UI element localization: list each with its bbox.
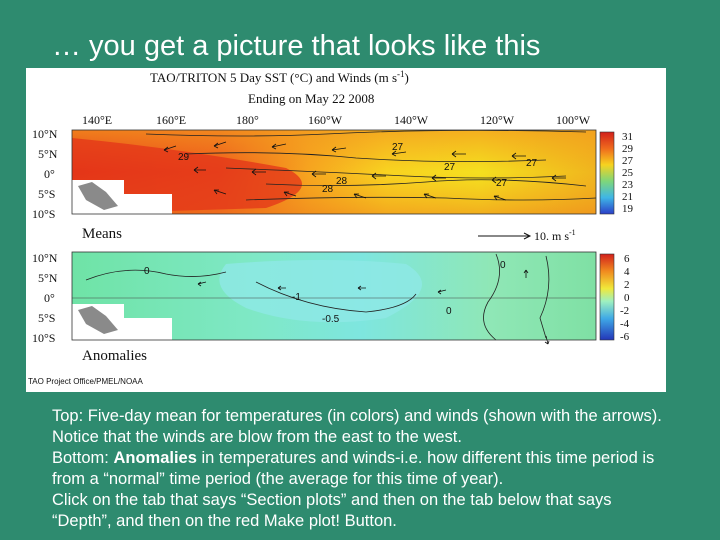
caption-bottom-rest: in temperatures and winds-i.e. how diffe… xyxy=(52,449,655,488)
caption-bottom-description: Bottom: Anomalies in temperatures and wi… xyxy=(52,448,672,490)
lat-label: 0° xyxy=(44,291,55,305)
contour-label: -0.5 xyxy=(322,314,340,325)
caption-anomalies-term: Anomalies xyxy=(113,449,197,467)
figure-credit: TAO Project Office/PMEL/NOAA xyxy=(28,377,144,386)
anomalies-latitude-labels: 10°N 5°N 0° 5°S 10°S xyxy=(32,251,58,345)
colorbar-tick: 27 xyxy=(622,155,634,167)
colorbar-tick: 21 xyxy=(622,191,633,203)
anomalies-contours xyxy=(85,253,550,341)
colorbar-tick: 23 xyxy=(622,179,634,191)
contour-label: 28 xyxy=(336,176,348,187)
lon-label: 100°W xyxy=(556,113,591,127)
lat-label: 10°S xyxy=(32,207,55,221)
means-colorbar xyxy=(599,131,615,215)
lon-label: 120°W xyxy=(480,113,515,127)
lat-label: 10°N xyxy=(32,251,58,265)
wind-scale: 10. m s-1 xyxy=(478,228,576,243)
slide-title: … you get a picture that looks like this xyxy=(52,30,541,62)
anomalies-label: Anomalies xyxy=(82,348,147,364)
anomalies-colorbar-ticks: 6 4 2 0 -2 -4 -6 xyxy=(620,253,630,343)
colorbar-tick: 19 xyxy=(622,203,634,215)
means-panel: 29 27 27 27 28 28 27 10°N 5°N 0° 5°S 10°… xyxy=(32,127,634,221)
colorbar-tick: 25 xyxy=(622,167,634,179)
wind-scale-label: 10. m s-1 xyxy=(534,228,576,243)
contour-label: 29 xyxy=(178,152,190,163)
lat-label: 5°N xyxy=(38,271,58,285)
contour-label: 0 xyxy=(446,306,452,317)
colorbar-tick: 29 xyxy=(622,143,634,155)
colorbar-tick: -2 xyxy=(620,305,629,317)
colorbar-tick: 4 xyxy=(624,266,630,278)
caption-top-description: Top: Five-day mean for temperatures (in … xyxy=(52,407,662,446)
means-wind-arrows xyxy=(163,141,566,201)
means-colorbar-ticks: 31 29 27 25 23 21 19 xyxy=(622,131,634,215)
contour-label: 0 xyxy=(500,260,506,271)
contour-label: 0 xyxy=(144,266,150,277)
contour-label: 27 xyxy=(392,142,404,153)
figure-canvas: TAO/TRITON 5 Day SST (°C) and Winds (m s… xyxy=(28,69,634,386)
caption-bottom-prefix: Bottom: xyxy=(52,449,114,467)
lat-label: 5°S xyxy=(38,311,55,325)
lat-label: 5°N xyxy=(38,147,58,161)
lat-label: 10°S xyxy=(32,331,55,345)
anomaly-wind-arrows xyxy=(197,269,550,345)
colorbar-tick: -6 xyxy=(620,331,630,343)
figure-title-line2: Ending on May 22 2008 xyxy=(248,91,374,106)
anomalies-panel: 0 -1 -0.5 0 0 10°N 5°N 0° 5°S 10°S 6 4 2… xyxy=(32,251,630,345)
contour-label: 28 xyxy=(322,184,334,195)
colorbar-tick: 31 xyxy=(622,131,633,143)
means-label: Means xyxy=(82,226,122,242)
colorbar-tick: 6 xyxy=(624,253,630,265)
lat-label: 5°S xyxy=(38,187,55,201)
lon-label: 180° xyxy=(236,113,259,127)
caption: Top: Five-day mean for temperatures (in … xyxy=(52,406,672,532)
sst-winds-figure: TAO/TRITON 5 Day SST (°C) and Winds (m s… xyxy=(26,68,666,392)
anomalies-colorbar xyxy=(599,253,615,341)
colorbar-tick: -4 xyxy=(620,318,630,330)
means-contours xyxy=(145,130,597,201)
colorbar-tick: 0 xyxy=(624,292,630,304)
contour-label: -1 xyxy=(292,292,301,303)
colorbar-tick: 2 xyxy=(624,279,630,291)
lat-label: 0° xyxy=(44,167,55,181)
caption-instructions: Click on the tab that says “Section plot… xyxy=(52,491,612,530)
lat-label: 10°N xyxy=(32,127,58,141)
contour-label: 27 xyxy=(496,178,508,189)
means-contour-labels: 29 27 27 27 28 28 27 xyxy=(178,142,538,195)
means-map-frame xyxy=(71,129,597,215)
means-latitude-labels: 10°N 5°N 0° 5°S 10°S xyxy=(32,127,58,221)
lon-label: 140°E xyxy=(82,113,112,127)
cool-anomaly-region xyxy=(219,260,422,323)
contour-label: 27 xyxy=(444,162,456,173)
anomalies-map-frame xyxy=(71,251,597,341)
figure-title-line1: TAO/TRITON 5 Day SST (°C) and Winds (m s… xyxy=(150,69,409,85)
anomalies-contour-labels: 0 -1 -0.5 0 0 xyxy=(144,260,506,325)
lon-label: 160°W xyxy=(308,113,343,127)
longitude-labels: 140°E 160°E 180° 160°W 140°W 120°W 100°W xyxy=(82,113,591,127)
new-guinea-landmass xyxy=(78,182,118,210)
lon-label: 140°W xyxy=(394,113,429,127)
new-guinea-landmass-anomalies xyxy=(78,306,118,334)
contour-label: 27 xyxy=(526,158,538,169)
lon-label: 160°E xyxy=(156,113,186,127)
